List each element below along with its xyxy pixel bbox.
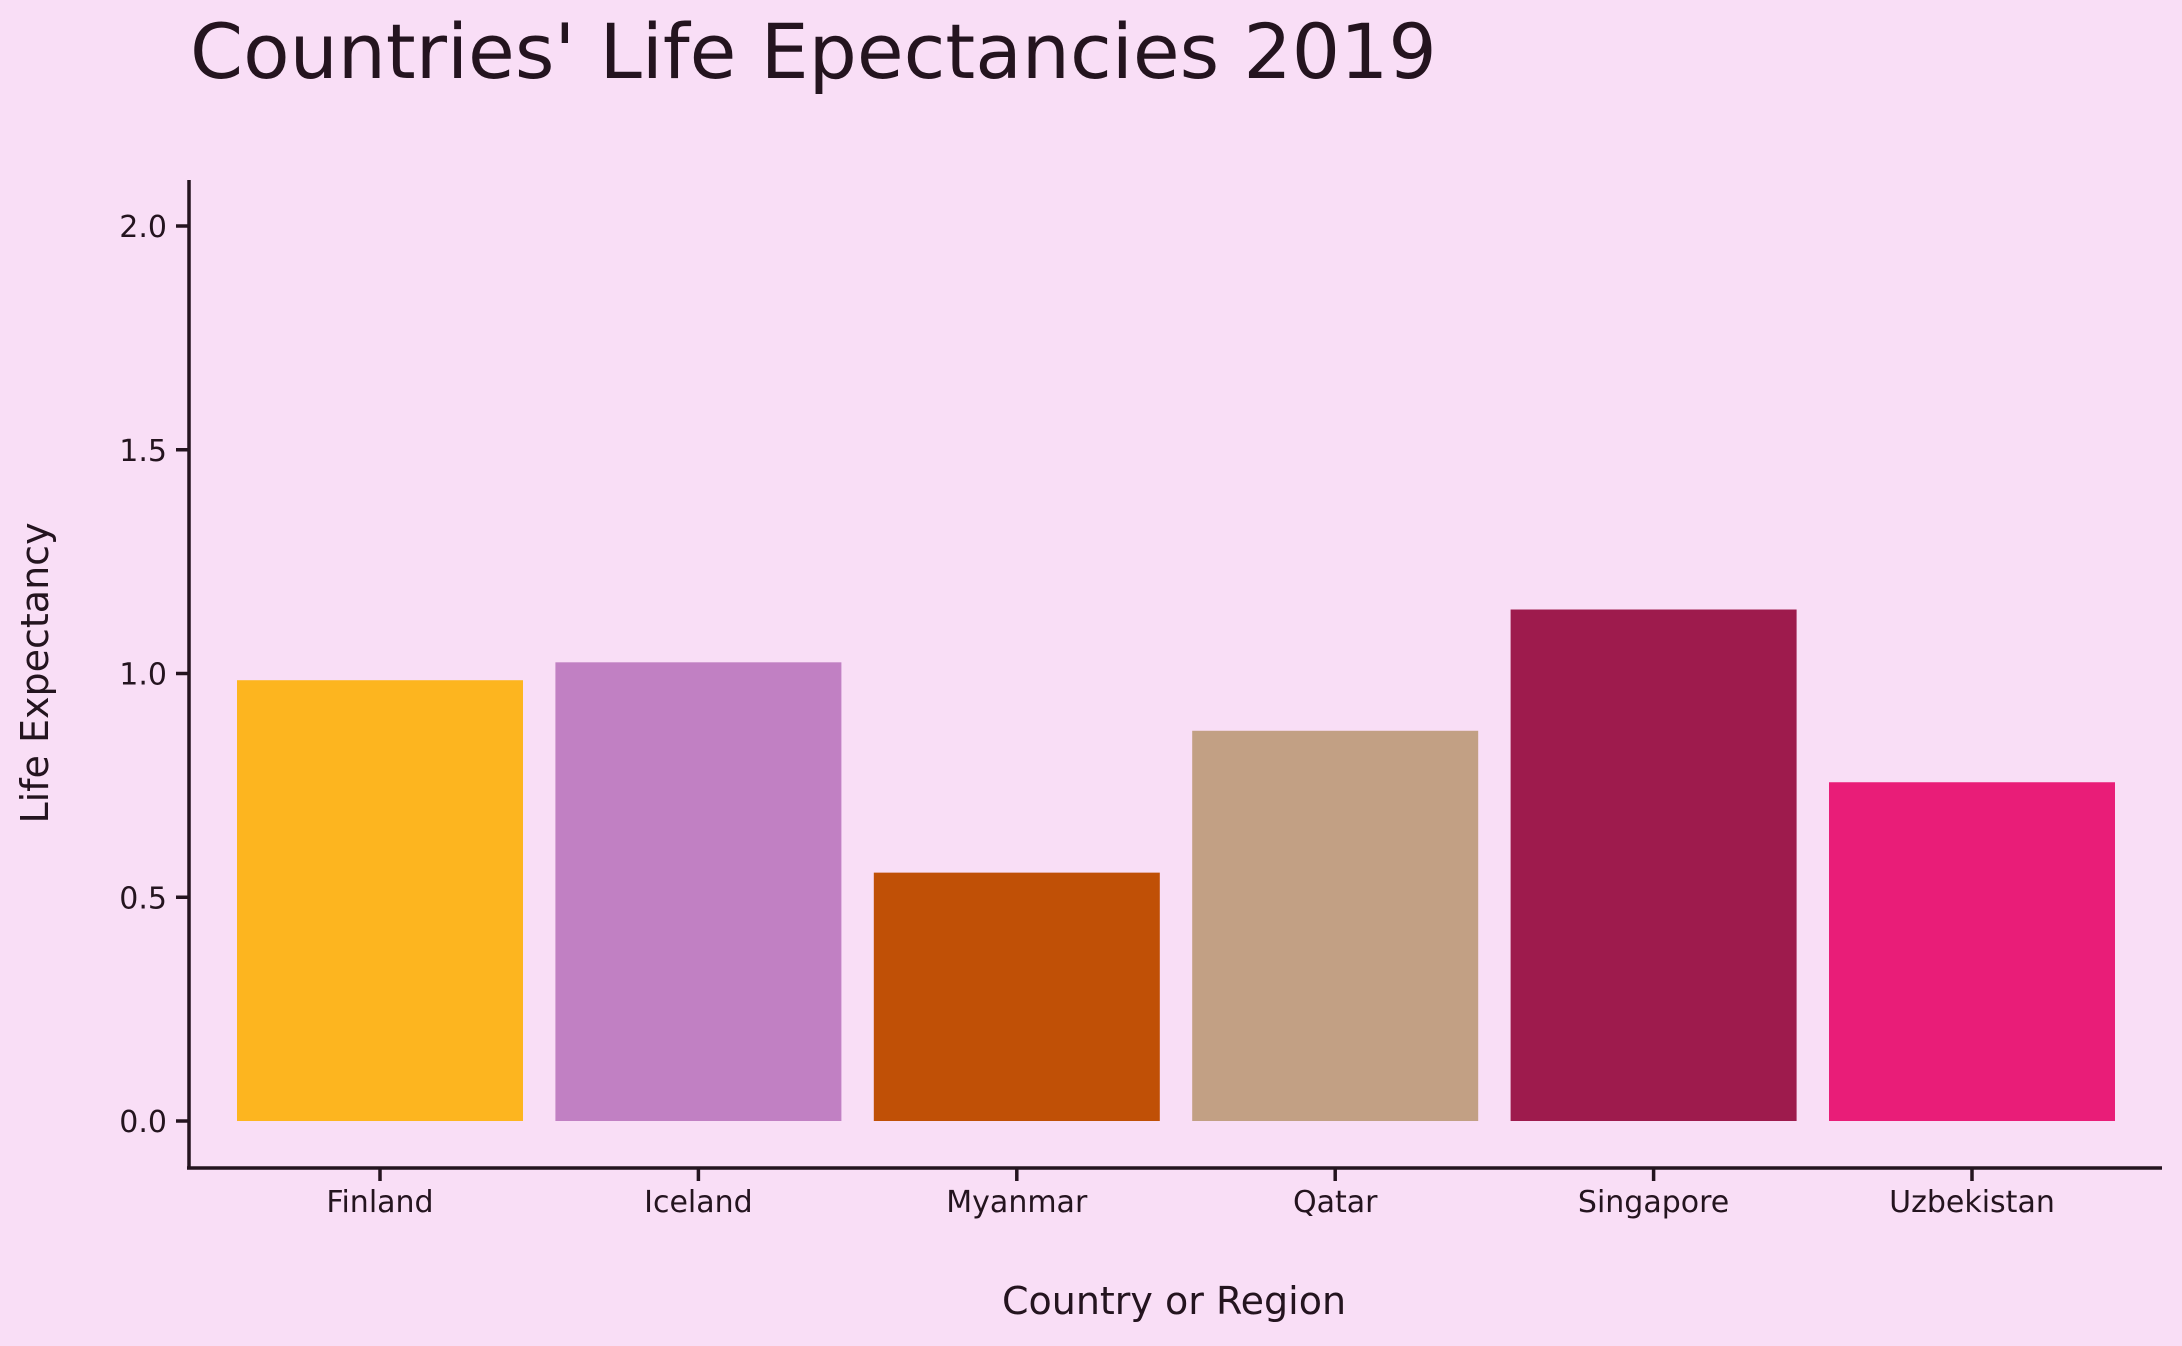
x-tick-label: Singapore <box>1578 1185 1729 1220</box>
bar-singapore <box>1510 609 1797 1121</box>
x-axis-ticks: Finland Iceland Myanmar Qatar Singapore Uzbek… <box>326 1168 2055 1220</box>
y-axis-ticks: 0.0 0.5 1.0 1.5 2.0 <box>119 210 189 1140</box>
bar-uzbekistan <box>1829 782 2115 1121</box>
y-tick-label: 0.0 <box>119 1105 167 1140</box>
y-tick-label: 2.0 <box>119 210 167 245</box>
y-axis-title: Life Expectancy <box>13 522 57 823</box>
x-tick-label: Myanmar <box>946 1185 1088 1220</box>
x-tick-label: Finland <box>326 1185 433 1220</box>
chart-title: Countries' Life Epectancies 2019 <box>190 7 1437 96</box>
x-axis-title: Country or Region <box>1002 1279 1346 1323</box>
bars-group <box>237 609 2115 1121</box>
x-tick-label: Iceland <box>644 1185 753 1220</box>
y-tick-label: 1.0 <box>119 658 167 693</box>
y-tick-label: 0.5 <box>119 881 167 916</box>
bar-iceland <box>555 662 842 1121</box>
bar-finland <box>237 680 523 1121</box>
bar-myanmar <box>873 872 1160 1121</box>
x-tick-label: Uzbekistan <box>1889 1185 2055 1220</box>
y-tick-label: 1.5 <box>119 434 167 469</box>
bar-qatar <box>1192 730 1479 1121</box>
x-tick-label: Qatar <box>1293 1185 1378 1220</box>
